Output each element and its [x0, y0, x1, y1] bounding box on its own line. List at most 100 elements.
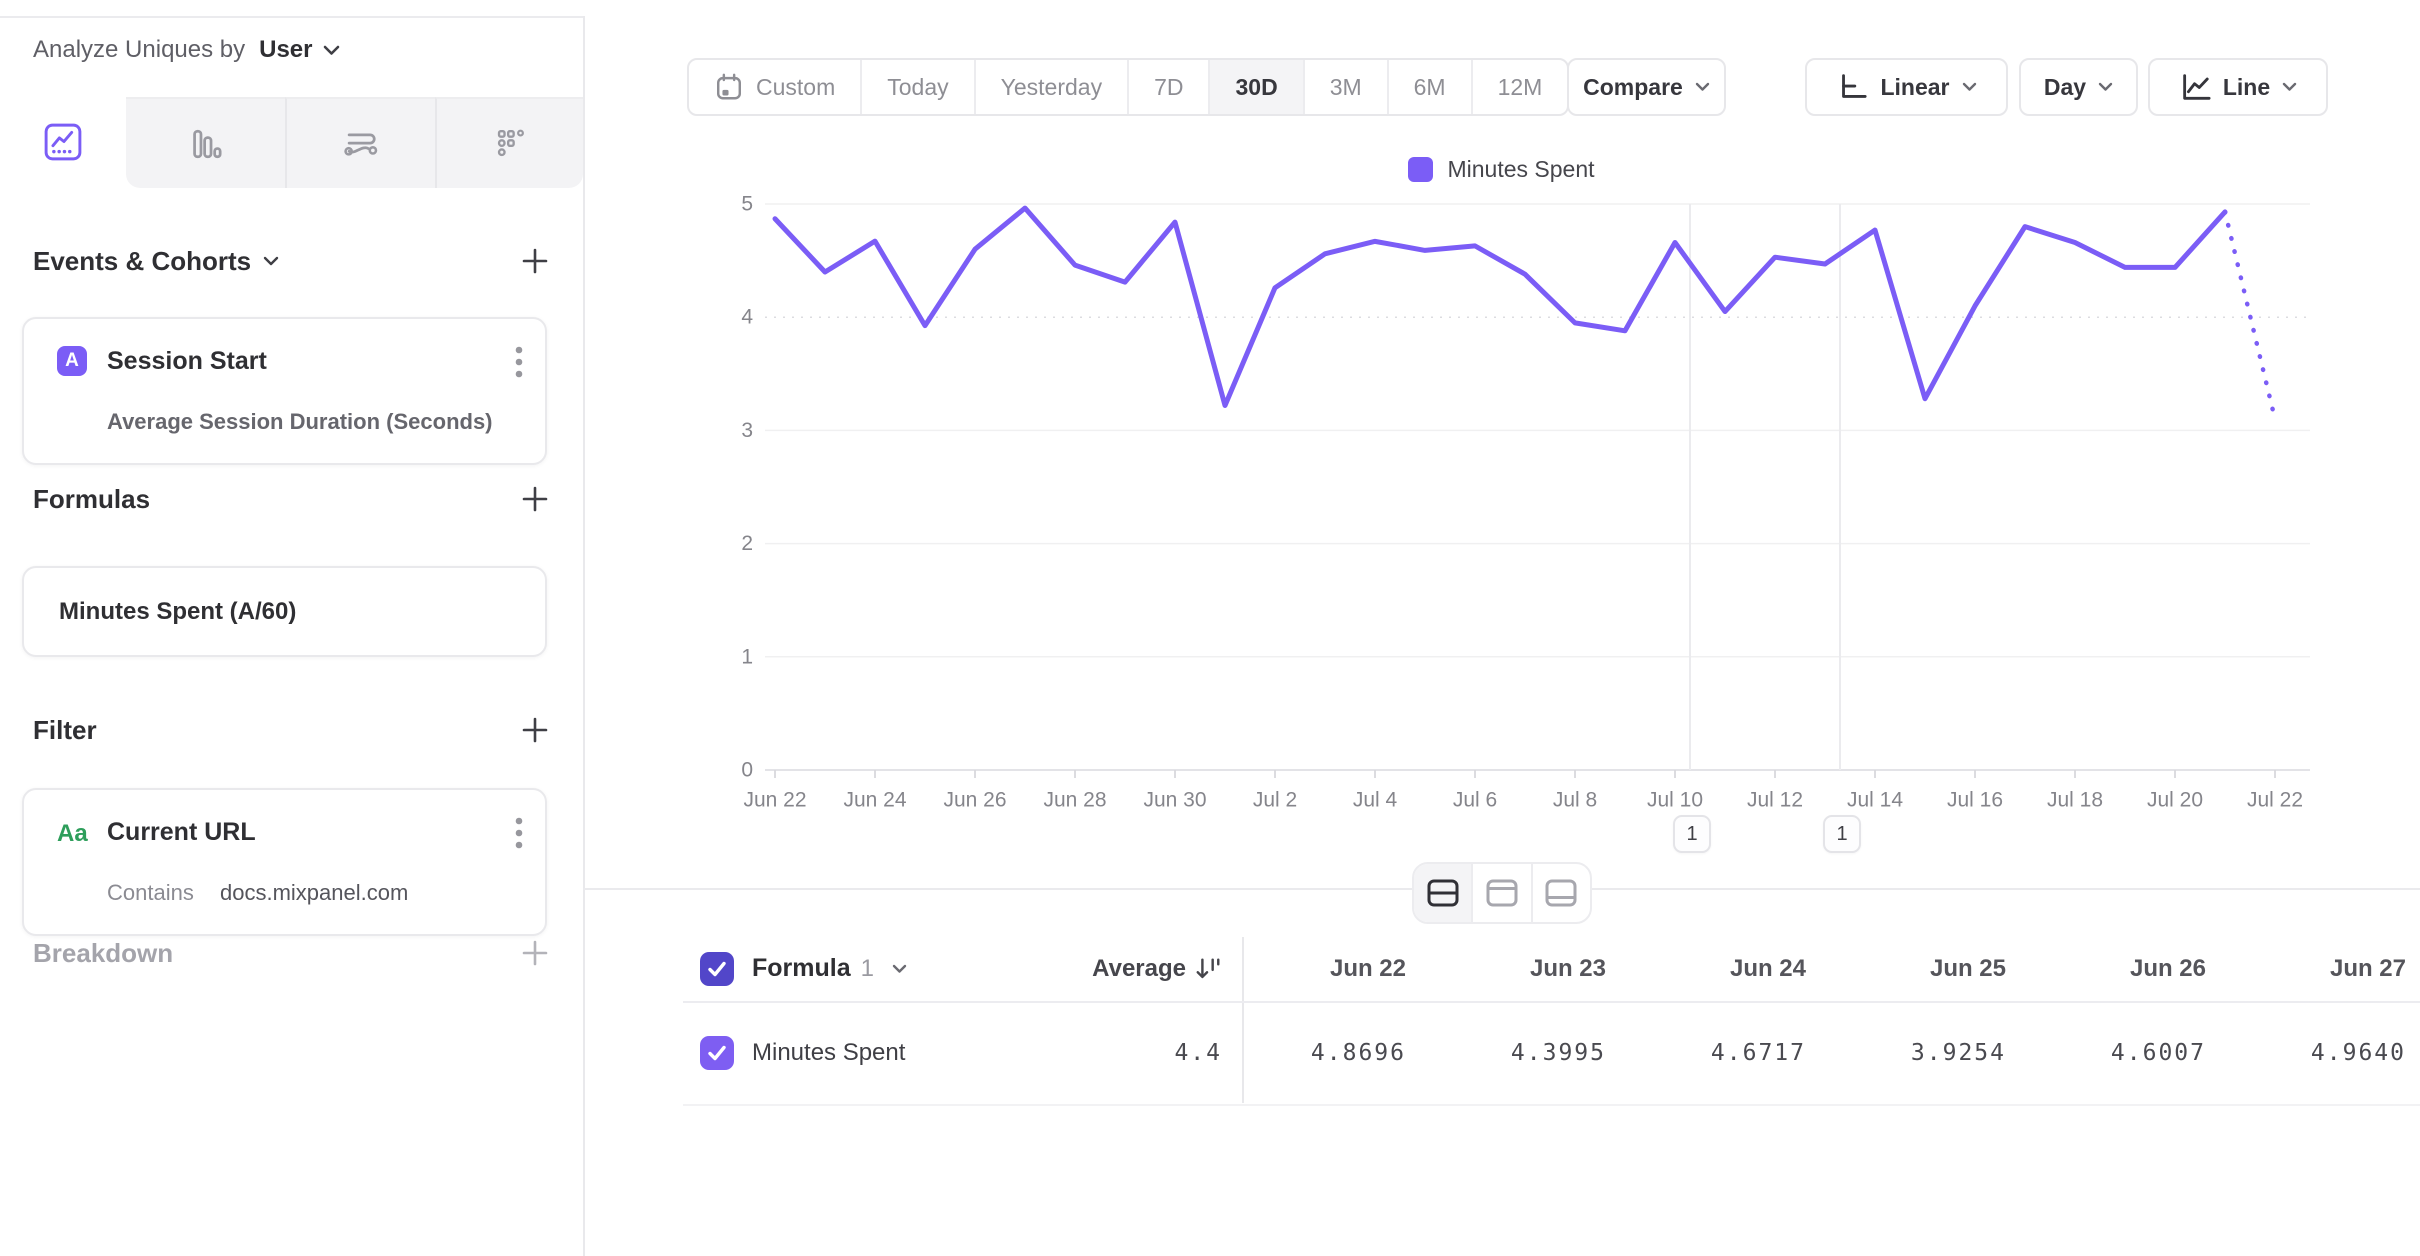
- check-icon: [708, 961, 726, 976]
- add-breakdown-button[interactable]: [520, 938, 550, 968]
- series-name[interactable]: Minutes Spent: [752, 1039, 906, 1066]
- analyze-by-value[interactable]: User: [259, 36, 313, 63]
- formula-card-title[interactable]: Minutes Spent (A/60): [59, 597, 297, 625]
- date-range-30d[interactable]: 30D: [1208, 60, 1303, 114]
- event-card-title[interactable]: Session Start: [107, 346, 267, 375]
- chevron-down-icon: [263, 256, 279, 266]
- flows-icon: [344, 133, 378, 156]
- layout-chart-only-button[interactable]: [1471, 864, 1530, 922]
- column-header-jun-22[interactable]: Jun 22: [1329, 954, 1406, 982]
- average-label: Average: [1092, 954, 1186, 982]
- column-header-jun-27[interactable]: Jun 27: [2329, 954, 2406, 982]
- filter-card-current-url[interactable]: Aa Current URL Contains docs.mixpanel.co…: [22, 788, 547, 936]
- tab-flows[interactable]: [285, 97, 436, 188]
- interval-button[interactable]: Day: [2019, 58, 2138, 116]
- layout-split-button[interactable]: [1414, 864, 1472, 922]
- series-line: [772, 205, 2228, 408]
- line-chart-icon: [2183, 74, 2211, 100]
- filter-operator[interactable]: Contains: [107, 880, 194, 905]
- date-range-label: 6M: [1413, 73, 1446, 100]
- y-axis-label: 2: [741, 532, 753, 555]
- add-filter-button[interactable]: [520, 715, 550, 745]
- date-range-3m[interactable]: 3M: [1302, 60, 1387, 114]
- kebab-menu-icon[interactable]: [513, 345, 525, 381]
- date-range-label: 12M: [1497, 73, 1543, 100]
- table-cell-value: 4.9640: [2310, 1040, 2406, 1066]
- column-header-jun-23[interactable]: Jun 23: [1529, 954, 1606, 982]
- chevron-down-icon: [1695, 82, 1710, 91]
- text-property-icon: Aa: [57, 820, 88, 847]
- layout-split-icon: [1427, 879, 1459, 907]
- chart-legend: Minutes Spent: [583, 156, 2420, 183]
- y-axis-label: 4: [741, 306, 753, 329]
- chevron-down-icon: [2098, 82, 2113, 91]
- date-range-custom[interactable]: Custom: [689, 60, 860, 114]
- x-axis-label: Jul 16: [1947, 788, 2003, 811]
- report-type-tabs: [0, 97, 583, 188]
- tab-metrics-grid[interactable]: [435, 97, 583, 188]
- table-row: Minutes Spent: [700, 1002, 905, 1104]
- table-date-values: 4.8696 4.3995 4.6717 3.9254 4.6007 4.9640: [1206, 1002, 2406, 1104]
- table-column-divider: [1242, 937, 1244, 1103]
- sort-descending-icon[interactable]: [1194, 955, 1222, 983]
- table-cell-value: 4.8696: [1310, 1040, 1406, 1066]
- chevron-down-icon: [323, 45, 339, 55]
- event-card-aggregation[interactable]: Average Session Duration (Seconds): [107, 409, 493, 434]
- column-header-jun-25[interactable]: Jun 25: [1929, 954, 2006, 982]
- date-range-label: 7D: [1154, 73, 1184, 100]
- add-formula-button[interactable]: [520, 484, 550, 514]
- date-range-label: Yesterday: [1000, 73, 1103, 100]
- date-range-7d[interactable]: 7D: [1127, 60, 1208, 114]
- scale-button[interactable]: Linear: [1805, 58, 2008, 116]
- filter-card-title[interactable]: Current URL: [107, 817, 256, 846]
- series-checkbox[interactable]: [700, 1036, 734, 1070]
- chevron-down-icon: [1962, 82, 1976, 91]
- table-cell-value: 4.3995: [1510, 1040, 1606, 1066]
- compare-button[interactable]: Compare: [1567, 58, 1726, 116]
- calendar-icon: [717, 73, 741, 100]
- y-axis-label: 5: [741, 193, 753, 216]
- x-axis-label: Jun 28: [1043, 788, 1106, 811]
- date-range-yesterday[interactable]: Yesterday: [973, 60, 1127, 114]
- x-axis-label: Jul 10: [1647, 788, 1703, 811]
- breakdown-section-header: Breakdown: [33, 931, 550, 975]
- annotation-badge[interactable]: 1: [1673, 815, 1711, 853]
- formula-card[interactable]: Minutes Spent (A/60): [22, 566, 547, 657]
- chart-type-button[interactable]: Line: [2148, 58, 2328, 116]
- table-cell-value: 4.6007: [2110, 1040, 2206, 1066]
- date-range-label: 30D: [1235, 73, 1278, 100]
- table-group-label[interactable]: Formula: [752, 954, 851, 982]
- layout-table-only-button[interactable]: [1530, 864, 1590, 922]
- x-axis-label: Jun 24: [843, 788, 906, 811]
- date-range-label: Custom: [756, 73, 836, 100]
- column-header-jun-26[interactable]: Jun 26: [2129, 954, 2206, 982]
- tab-insights[interactable]: [0, 97, 127, 186]
- date-range-6m[interactable]: 6M: [1386, 60, 1471, 114]
- layout-bottom-icon: [1545, 879, 1577, 907]
- x-axis-label: Jun 26: [943, 788, 1006, 811]
- layout-top-icon: [1486, 879, 1518, 907]
- select-all-checkbox[interactable]: [700, 951, 734, 986]
- x-axis-label: Jul 14: [1847, 788, 1903, 811]
- filter-section-title: Filter: [33, 714, 97, 745]
- filter-value[interactable]: docs.mixpanel.com: [220, 880, 409, 905]
- kebab-menu-icon[interactable]: [513, 816, 525, 852]
- event-card-session-start[interactable]: A Session Start Average Session Duration…: [22, 317, 547, 465]
- line-chart: 0 1 2 3 4 5 Jun 22 Jun 24 Jun 26 Jun 28 Jun 30 Jul …: [741, 193, 2310, 811]
- annotation-badge[interactable]: 1: [1823, 815, 1861, 853]
- legend-swatch[interactable]: [1408, 157, 1434, 182]
- linear-axis-icon: [1842, 74, 1868, 98]
- column-header-jun-24[interactable]: Jun 24: [1729, 954, 1806, 982]
- series-average-value: 4.4: [1174, 1040, 1222, 1066]
- average-column-header[interactable]: Average: [980, 935, 1222, 1002]
- tab-bar-chart[interactable]: [126, 97, 286, 188]
- chevron-down-icon[interactable]: [892, 964, 907, 974]
- analyze-uniques-control[interactable]: Analyze Uniques by User: [33, 30, 340, 70]
- legend-label: Minutes Spent: [1447, 156, 1595, 182]
- layout-toggle: [1412, 862, 1592, 924]
- add-event-button[interactable]: [520, 246, 550, 276]
- date-range-12m[interactable]: 12M: [1470, 60, 1568, 114]
- date-range-today[interactable]: Today: [860, 60, 973, 114]
- events-section-header: Events & Cohorts: [33, 239, 550, 283]
- scale-label: Linear: [1880, 73, 1950, 100]
